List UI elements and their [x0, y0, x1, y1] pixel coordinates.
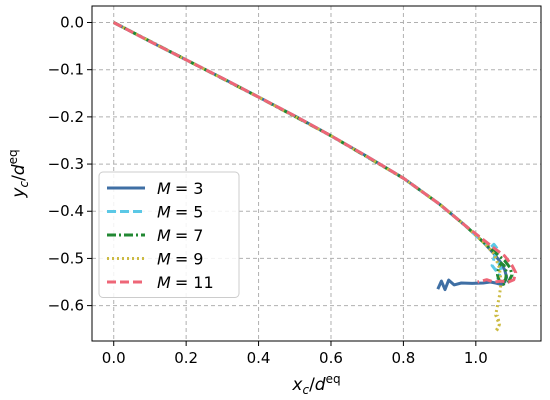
y-tick-label: −0.6	[48, 297, 84, 315]
series-line-3	[113, 21, 514, 286]
legend-box	[98, 171, 240, 298]
legend-entry: M = 5	[107, 203, 203, 222]
y-tick-label: −0.3	[48, 155, 84, 173]
legend-label-eq: = 7	[175, 226, 204, 245]
y-tick-label: −0.5	[48, 249, 84, 267]
x-tick-label: 1.0	[464, 349, 488, 367]
x-axis-label-sup: eq	[326, 372, 341, 386]
legend: M = 3M = 5M = 7M = 9M = 11	[98, 171, 240, 298]
legend-label: M = 11	[157, 273, 214, 292]
plot-frame	[91, 5, 542, 342]
y-tick-label: −0.4	[48, 202, 84, 220]
x-tick-label: 0.6	[319, 349, 343, 367]
y-axis-label-sub: c	[17, 181, 31, 188]
legend-label-var: M	[157, 203, 171, 222]
x-tick-label: 0.0	[102, 349, 126, 367]
series-layer	[113, 21, 518, 334]
axis-ticks: 0.0 0.2 0.4 0.6 0.8 1.0 0.0 −0.1 −0.2 −0.3 −0.4 −0.…	[48, 14, 488, 367]
legend-label: M = 5	[157, 203, 203, 222]
legend-label-var: M	[157, 226, 171, 245]
y-axis-label-sep: /	[9, 175, 29, 181]
legend-label-eq: = 3	[175, 179, 204, 198]
legend-entry: M = 9	[107, 250, 203, 269]
x-axis-label: xc/deq	[291, 372, 340, 397]
legend-label: M = 3	[157, 179, 203, 198]
y-axis-label-base: y	[9, 187, 29, 199]
y-tick-label: −0.1	[48, 61, 84, 79]
grid	[92, 6, 541, 341]
legend-label-eq: = 9	[175, 250, 204, 269]
legend-label-eq: = 11	[175, 273, 214, 292]
series-line-5	[113, 21, 518, 284]
y-axis-label: yc/deq	[6, 149, 31, 198]
x-axis-label-base2: d	[315, 375, 326, 395]
y-tick-label: −0.2	[48, 108, 84, 126]
x-tick-label: 0.8	[391, 349, 415, 367]
legend-label-eq: = 5	[175, 203, 204, 222]
legend-label-var: M	[157, 250, 171, 269]
x-tick-label: 0.4	[247, 349, 271, 367]
x-axis-label-sep: /	[309, 375, 315, 395]
legend-entry: M = 11	[107, 273, 214, 292]
y-tick-label: 0.0	[60, 14, 84, 32]
x-axis-label-sub: c	[302, 383, 309, 397]
legend-label-var: M	[157, 273, 171, 292]
legend-entry: M = 3	[107, 179, 203, 198]
x-axis-label-base: x	[291, 375, 303, 395]
legend-label-var: M	[157, 179, 171, 198]
legend-label: M = 7	[157, 226, 203, 245]
legend-label: M = 9	[157, 250, 203, 269]
x-tick-label: 0.2	[174, 349, 198, 367]
y-axis-label-sup: eq	[6, 149, 20, 164]
legend-entry: M = 7	[107, 226, 203, 245]
y-axis-label-base2: d	[9, 164, 29, 175]
